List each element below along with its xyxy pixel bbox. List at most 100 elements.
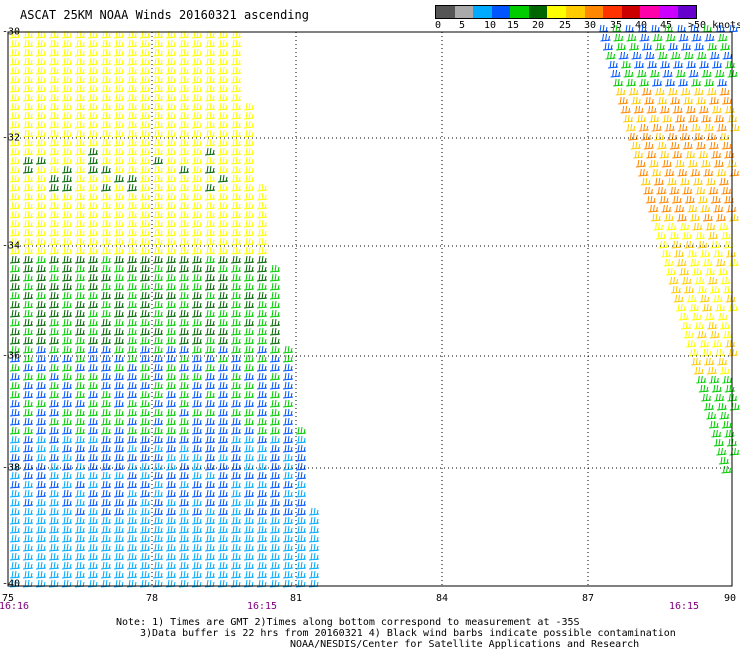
wind-barb bbox=[257, 553, 267, 560]
wind-barb bbox=[192, 346, 202, 353]
wind-barb bbox=[75, 364, 85, 371]
wind-barb bbox=[218, 544, 228, 551]
wind-barb bbox=[166, 301, 176, 308]
wind-barb bbox=[166, 355, 176, 362]
wind-barb bbox=[153, 265, 163, 272]
wind-barb bbox=[270, 553, 280, 560]
wind-barb bbox=[179, 463, 189, 470]
wind-barb bbox=[713, 250, 723, 257]
wind-barb bbox=[49, 454, 59, 461]
wind-barb bbox=[296, 454, 306, 461]
wind-barb bbox=[644, 97, 654, 104]
wind-barb bbox=[62, 94, 72, 101]
wind-barb bbox=[699, 340, 709, 347]
wind-barb bbox=[722, 142, 732, 149]
wind-barb bbox=[716, 214, 726, 221]
wind-barb bbox=[75, 391, 85, 398]
wind-barb bbox=[296, 517, 306, 524]
wind-barb bbox=[244, 202, 254, 209]
wind-barb bbox=[49, 463, 59, 470]
wind-barb bbox=[101, 544, 111, 551]
wind-barb bbox=[296, 463, 306, 470]
wind-barb bbox=[114, 319, 124, 326]
wind-barb bbox=[244, 364, 254, 371]
wind-barb bbox=[192, 76, 202, 83]
wind-barb bbox=[646, 196, 656, 203]
wind-barb bbox=[218, 49, 228, 56]
wind-barb bbox=[23, 409, 33, 416]
wind-barb bbox=[75, 508, 85, 515]
wind-barb bbox=[719, 133, 729, 140]
wind-barb bbox=[153, 427, 163, 434]
wind-barb bbox=[153, 130, 163, 137]
wind-barb bbox=[75, 310, 85, 317]
wind-barb bbox=[10, 310, 20, 317]
wind-barb bbox=[218, 247, 228, 254]
wind-barb bbox=[719, 412, 729, 419]
wind-barb bbox=[689, 25, 699, 32]
wind-barb bbox=[717, 358, 727, 365]
wind-barb bbox=[36, 310, 46, 317]
wind-barb bbox=[218, 400, 228, 407]
wind-barb bbox=[114, 328, 124, 335]
wind-barb bbox=[166, 283, 176, 290]
wind-barb bbox=[707, 88, 717, 95]
wind-barb bbox=[296, 526, 306, 533]
wind-barb bbox=[309, 544, 319, 551]
wind-barb bbox=[257, 499, 267, 506]
wind-barb bbox=[714, 160, 724, 167]
wind-barb bbox=[127, 301, 137, 308]
wind-barb bbox=[179, 301, 189, 308]
wind-barb bbox=[88, 58, 98, 65]
wind-barb bbox=[166, 346, 176, 353]
wind-barb bbox=[677, 214, 687, 221]
wind-barb bbox=[140, 427, 150, 434]
wind-barb bbox=[608, 61, 618, 68]
wind-barb bbox=[10, 49, 20, 56]
wind-barb bbox=[75, 256, 85, 263]
wind-barb bbox=[661, 205, 671, 212]
wind-barb bbox=[49, 211, 59, 218]
wind-barb bbox=[10, 409, 20, 416]
wind-barb bbox=[140, 463, 150, 470]
wind-barb bbox=[231, 58, 241, 65]
wind-barb bbox=[179, 445, 189, 452]
wind-barb bbox=[23, 328, 33, 335]
wind-barb bbox=[140, 112, 150, 119]
wind-barb bbox=[153, 229, 163, 236]
wind-barb bbox=[192, 157, 202, 164]
wind-barb bbox=[23, 373, 33, 380]
wind-barb bbox=[49, 112, 59, 119]
wind-barb bbox=[244, 562, 254, 569]
wind-barb bbox=[62, 472, 72, 479]
wind-barb bbox=[711, 430, 721, 437]
wind-barb bbox=[36, 40, 46, 47]
wind-barb bbox=[724, 430, 734, 437]
wind-barb bbox=[101, 256, 111, 263]
wind-barb bbox=[75, 58, 85, 65]
wind-barb bbox=[192, 220, 202, 227]
wind-barb bbox=[23, 76, 33, 83]
wind-barb bbox=[192, 139, 202, 146]
wind-barb bbox=[127, 481, 137, 488]
wind-barb bbox=[699, 61, 709, 68]
wind-barb bbox=[75, 481, 85, 488]
wind-barb bbox=[114, 535, 124, 542]
wind-barb bbox=[49, 355, 59, 362]
wind-barb bbox=[218, 364, 228, 371]
wind-barb bbox=[140, 193, 150, 200]
wind-barb bbox=[179, 202, 189, 209]
wind-barb bbox=[244, 139, 254, 146]
wind-barb bbox=[88, 481, 98, 488]
wind-barb bbox=[166, 436, 176, 443]
wind-barb bbox=[671, 286, 681, 293]
wind-barb bbox=[205, 229, 215, 236]
wind-barb bbox=[49, 40, 59, 47]
wind-barb bbox=[694, 367, 704, 374]
wind-barb bbox=[114, 40, 124, 47]
lat-label: -40 bbox=[2, 579, 20, 590]
wind-barb bbox=[601, 34, 611, 41]
wind-barb bbox=[723, 52, 733, 59]
wind-barb bbox=[127, 391, 137, 398]
